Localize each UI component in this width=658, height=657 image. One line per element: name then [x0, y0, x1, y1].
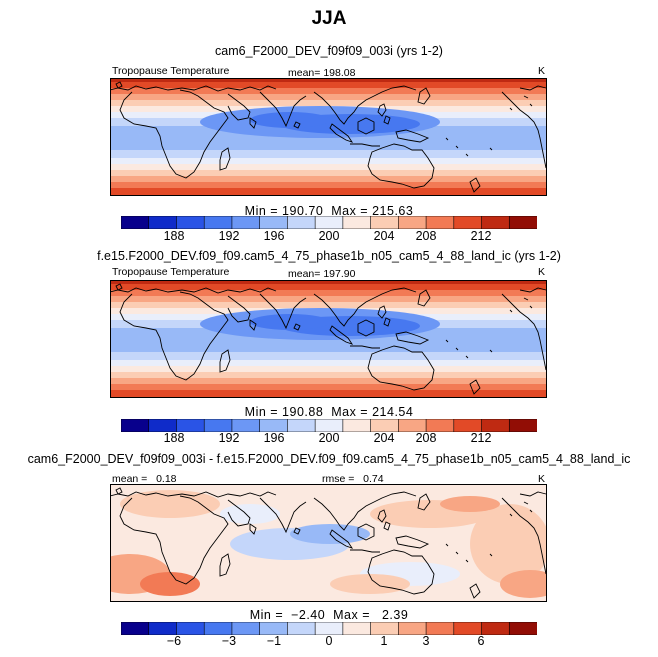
colorbar-swatch [121, 419, 150, 432]
panel-1-field [110, 78, 547, 196]
panel-1-field-label: Tropopause Temperature [112, 65, 230, 77]
panel-2-units-label: K [538, 266, 546, 278]
panel-1-stats: Min = 190.70 Max = 215.63 [244, 204, 414, 218]
panel-1-colorbar-label: 188 [163, 229, 185, 243]
panel-2-field [110, 280, 547, 398]
main-title: JJA [311, 8, 347, 29]
panel-3-colorbar-label: −1 [266, 634, 282, 648]
panel-3-mean-label: mean = 0.18 [112, 473, 177, 485]
panel-1-colorbar-label: 204 [373, 229, 395, 243]
panel-1-colorbar-label: 196 [263, 229, 285, 243]
panel-1-colorbar-label: 200 [318, 229, 340, 243]
panel-3-map [110, 484, 547, 602]
panel-1-colorbar [121, 216, 537, 229]
panel-2-stats: Min = 190.88 Max = 214.54 [244, 405, 414, 419]
panel-2-colorbar-label: 200 [318, 431, 340, 445]
panel-2-mean-label: mean= 197.90 [288, 268, 356, 280]
panel-1-mean-label: mean= 198.08 [288, 67, 356, 79]
panel-3-units-label: K [538, 473, 546, 485]
panel-2-colorbar-label: 204 [373, 431, 395, 445]
panel-1-map [110, 78, 547, 196]
colorbar-swatch [121, 622, 150, 635]
panel-2-map [110, 280, 547, 398]
panel-3-rmse-label: rmse = 0.74 [322, 473, 384, 485]
panel-2-field-label: Tropopause Temperature [112, 266, 230, 278]
panel-3-field [110, 484, 547, 602]
panel-2-colorbar-label: 188 [163, 431, 185, 445]
panel-3-colorbar [121, 622, 537, 635]
panel-3-title: cam6_F2000_DEV_f09f09_003i - f.e15.F2000… [27, 452, 631, 466]
panel-1-title: cam6_F2000_DEV_f09f09_003i (yrs 1-2) [215, 44, 443, 58]
panel-3-colorbar-label: 0 [325, 634, 333, 648]
panel-2-colorbar [121, 419, 537, 432]
panel-3-stats: Min = −2.40 Max = 2.39 [249, 608, 409, 622]
panel-3-colorbar-label: 1 [380, 634, 388, 648]
colorbar-swatch [508, 622, 537, 635]
colorbar-swatch [508, 419, 537, 432]
colorbar-swatch [508, 216, 537, 229]
panel-2-colorbar-label: 212 [470, 431, 492, 445]
panel-2-colorbar-label: 192 [218, 431, 240, 445]
panel-1-colorbar-label: 208 [415, 229, 437, 243]
panel-2-colorbar-label: 196 [263, 431, 285, 445]
panel-1-units-label: K [538, 65, 546, 77]
panel-3-colorbar-label: 3 [422, 634, 430, 648]
panel-2-title: f.e15.F2000_DEV.f09_f09.cam5_4_75_phase1… [97, 249, 561, 263]
panel-1-colorbar-label: 212 [470, 229, 492, 243]
panel-3-colorbar-label: −3 [221, 634, 237, 648]
panel-1-colorbar-label: 192 [218, 229, 240, 243]
panel-3-colorbar-label: −6 [166, 634, 182, 648]
panel-2-colorbar-label: 208 [415, 431, 437, 445]
panel-3-colorbar-label: 6 [477, 634, 485, 648]
